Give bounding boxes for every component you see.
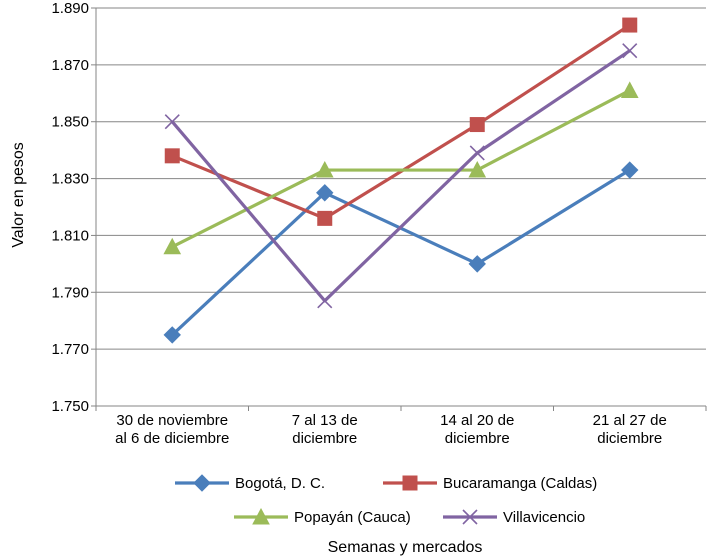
y-tick-label: 1.790 [51,284,89,301]
data-point-marker [469,145,485,161]
x-tick-label-line: 30 de noviembre [116,412,228,429]
legend-entry: Villavicencio [443,509,585,526]
legend-swatch-marker [462,509,478,525]
x-tick-label-line: diciembre [597,430,662,447]
data-point-marker [164,114,180,130]
data-point-marker [621,161,639,179]
x-tick-label: 30 de noviembre al 6 de diciembre [115,412,229,447]
y-tick-label: 1.870 [51,57,89,74]
legend-entry: Bogotá, D. C. [175,474,325,492]
data-point-marker [164,148,180,164]
legend-swatch-marker [193,474,211,492]
x-tick-label-line: 14 al 20 de [440,412,514,429]
series-2 [163,81,639,255]
y-tick-labels: 1.750 1.770 1.790 1.810 1.830 1.850 1.870 1.890 [51,0,89,415]
data-point-marker [316,184,334,202]
data-point-marker [622,43,638,59]
data-point-marker [468,160,487,178]
data-point-marker [468,255,486,273]
series-lines [163,17,639,344]
data-point-marker [620,81,639,98]
y-tick-label: 1.810 [51,227,89,244]
x-axis-title: Semanas y mercados [328,539,483,556]
legend-entry: Popayán (Cauca) [234,507,411,526]
data-point-marker [315,160,334,178]
legend-label: Bogotá, D. C. [235,475,325,492]
data-point-marker [469,117,485,133]
series-line [171,168,631,337]
series-3 [164,43,638,309]
legend-swatch-marker [402,475,418,491]
y-tick-label: 1.770 [51,341,89,358]
legend: Bogotá, D. C. Bucaramanga (Caldas) Popayán… [175,474,597,526]
x-tick-label: 7 al 13 de diciembre [292,412,358,447]
x-tick-label: 21 al 27 de diciembre [593,412,667,447]
legend-swatch-marker [252,507,270,525]
y-tick-label: 1.850 [51,114,89,131]
axes [91,7,707,411]
y-axis-title: Valor en pesos [10,142,27,248]
series-line [171,49,631,303]
data-point-marker [163,326,181,344]
x-tick-label: 14 al 20 de diciembre [440,412,514,447]
x-tick-label-line: 7 al 13 de [292,412,358,429]
y-tick-label: 1.750 [51,398,89,415]
data-point-marker [163,237,182,255]
series-line [171,89,631,249]
x-tick-label-line: diciembre [445,430,510,447]
series-0 [163,161,639,344]
data-point-marker [622,17,638,33]
y-tick-label: 1.830 [51,171,89,188]
legend-label: Popayán (Cauca) [294,509,411,526]
legend-label: Bucaramanga (Caldas) [443,475,597,492]
x-tick-label-line: al 6 de diciembre [115,430,229,447]
y-tick-label: 1.890 [51,0,89,17]
data-point-marker [317,210,333,226]
x-tick-labels: 30 de noviembre al 6 de diciembre 7 al 13 … [115,412,667,447]
x-tick-label-line: 21 al 27 de [593,412,667,429]
x-tick-label-line: diciembre [292,430,357,447]
legend-entry: Bucaramanga (Caldas) [383,475,597,492]
gridlines [96,7,706,407]
legend-label: Villavicencio [503,509,585,526]
data-point-marker [317,293,333,309]
